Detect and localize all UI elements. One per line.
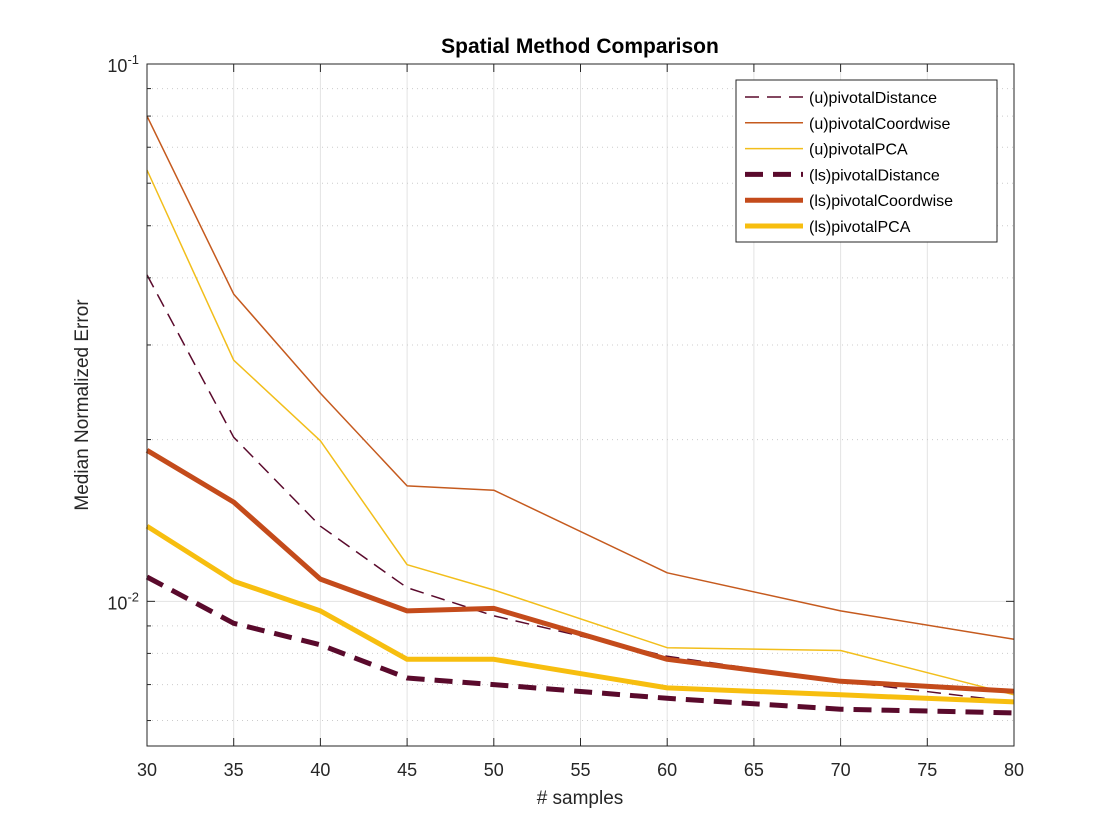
- series-line-upivotalcoordwise: [146, 115, 1015, 641]
- series-line-lspivotalcoordwise: [145, 448, 1015, 694]
- series-line-upivotalpca: [146, 169, 1015, 696]
- x-tick-label: 55: [570, 760, 590, 780]
- x-tick-label: 80: [1004, 760, 1024, 780]
- legend-label: (u)pivotalDistance: [809, 90, 937, 107]
- series-line-lspivotalpca: [145, 524, 1015, 705]
- y-axis-ticks: 10-2 10-1: [107, 52, 1014, 722]
- legend-label: (u)pivotalPCA: [809, 142, 908, 159]
- y-tick-label: 10-1: [107, 52, 139, 76]
- legend-items: (u)pivotalDistance (u)pivotalCoordwise (u)…: [745, 90, 953, 236]
- series-line-lspivotaldistance: [145, 574, 1015, 716]
- legend-label: (ls)pivotalCoordwise: [809, 193, 953, 210]
- x-tick-label: 70: [831, 760, 851, 780]
- series-lines: [145, 115, 1015, 716]
- x-tick-label: 65: [744, 760, 764, 780]
- y-tick-label: 10-2: [107, 589, 139, 613]
- x-tick-label: 40: [310, 760, 330, 780]
- series-line-upivotaldistance: [146, 274, 1015, 703]
- x-tick-label: 50: [484, 760, 504, 780]
- x-tick-label: 35: [224, 760, 244, 780]
- legend-label: (u)pivotalCoordwise: [809, 116, 950, 133]
- x-tick-label: 30: [137, 760, 157, 780]
- x-tick-label: 45: [397, 760, 417, 780]
- y-axis-label: Median Normalized Error: [72, 299, 93, 511]
- x-axis-label: # samples: [537, 788, 624, 809]
- x-tick-label: 60: [657, 760, 677, 780]
- legend-label: (ls)pivotalDistance: [809, 167, 940, 184]
- chart-title: Spatial Method Comparison: [441, 35, 719, 58]
- x-tick-label: 75: [917, 760, 937, 780]
- x-axis-ticks: 30 35 40 45 50 55 60 65 70 75 80: [137, 64, 1024, 780]
- legend-label: (ls)pivotalPCA: [809, 219, 911, 236]
- legend-box: [735, 79, 998, 243]
- legend: (u)pivotalDistance (u)pivotalCoordwise (u)…: [735, 79, 998, 243]
